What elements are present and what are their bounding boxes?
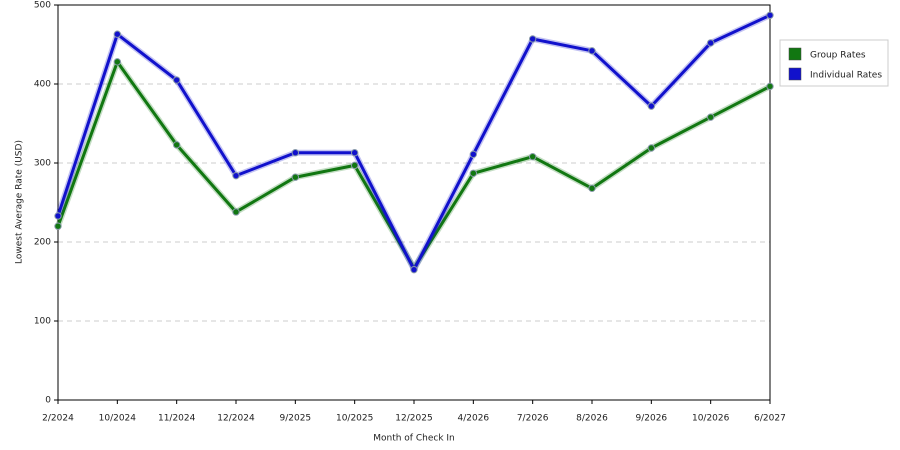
data-point	[588, 47, 596, 55]
y-tick-label: 200	[34, 238, 51, 248]
plot-frame	[57, 4, 771, 401]
data-point	[113, 58, 122, 66]
data-point	[647, 102, 656, 110]
data-point	[469, 150, 478, 159]
x-tick-label: 12/2025	[395, 414, 432, 424]
x-tick-label: 10/2024	[99, 414, 137, 424]
data-point	[172, 141, 181, 149]
data-point	[54, 222, 62, 230]
data-point	[172, 76, 181, 84]
data-point	[410, 265, 418, 274]
y-tick-label: 100	[34, 317, 51, 327]
data-point	[232, 171, 240, 180]
y-tick-label: 300	[34, 159, 51, 169]
legend-label: Individual Rates	[810, 71, 882, 81]
x-tick-label: 9/2026	[635, 414, 667, 424]
data-point	[291, 173, 300, 181]
data-point	[350, 149, 359, 157]
data-point	[232, 208, 240, 216]
legend-label: Group Rates	[810, 51, 866, 61]
x-tick-label: 9/2025	[279, 414, 311, 424]
data-point	[113, 30, 122, 38]
data-point	[706, 113, 715, 121]
legend-swatch	[788, 47, 802, 61]
x-tick-label: 12/2024	[217, 414, 255, 424]
x-tick-label: 4/2026	[457, 414, 489, 424]
x-tick-label: 11/2024	[158, 414, 196, 424]
x-tick-label: 8/2026	[576, 414, 608, 424]
x-tick-label: 10/2026	[692, 414, 730, 424]
x-tick-label: 7/2026	[517, 414, 549, 424]
data-point	[647, 144, 656, 152]
data-point	[350, 161, 359, 170]
data-point	[54, 212, 62, 220]
y-tick-label: 400	[34, 80, 51, 90]
x-axis-label: Month of Check In	[373, 434, 455, 444]
data-point	[528, 35, 537, 43]
data-point	[588, 184, 596, 192]
x-tick-label: 10/2025	[336, 414, 373, 424]
x-tick-label: 6/2027	[754, 414, 786, 424]
data-point	[291, 149, 300, 157]
y-tick-label: 500	[34, 1, 51, 11]
y-axis-label: Lowest Average Rate (USD)	[15, 140, 25, 264]
data-point	[706, 39, 715, 47]
data-point	[766, 82, 774, 91]
data-point	[469, 169, 478, 177]
y-tick-label: 0	[45, 396, 51, 406]
legend-swatch	[788, 67, 802, 81]
x-tick-label: 2/2024	[42, 414, 74, 424]
data-point	[766, 11, 774, 19]
data-point	[528, 152, 537, 161]
